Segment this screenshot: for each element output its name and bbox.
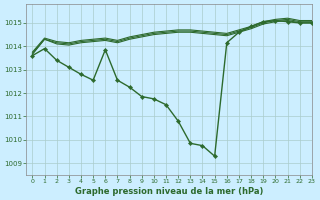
X-axis label: Graphe pression niveau de la mer (hPa): Graphe pression niveau de la mer (hPa) bbox=[75, 187, 263, 196]
